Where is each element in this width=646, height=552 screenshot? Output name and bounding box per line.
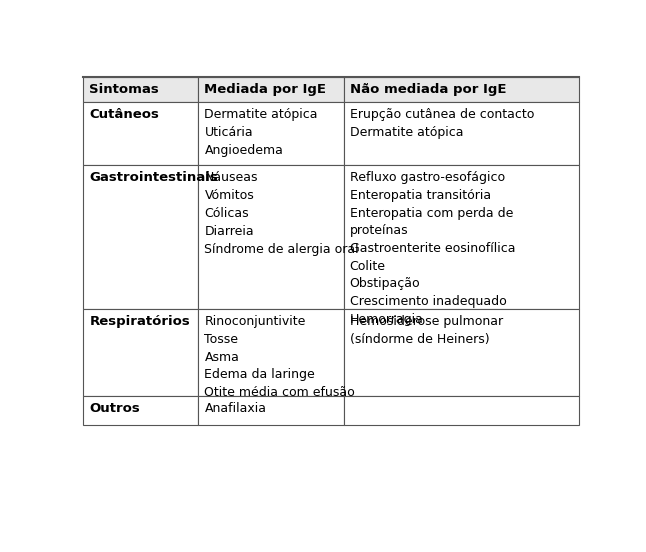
Text: Crescimento inadequado: Crescimento inadequado xyxy=(349,295,506,309)
Text: Anafilaxia: Anafilaxia xyxy=(204,402,266,415)
Text: Obstipação: Obstipação xyxy=(349,278,421,290)
Text: Cólicas: Cólicas xyxy=(204,207,249,220)
Bar xyxy=(83,102,198,165)
Bar xyxy=(83,396,198,425)
Text: Colite: Colite xyxy=(349,259,386,273)
Text: Vómitos: Vómitos xyxy=(204,189,254,202)
Text: Respiratórios: Respiratórios xyxy=(89,315,190,328)
Bar xyxy=(344,309,579,396)
Text: Refluxo gastro-esofágico: Refluxo gastro-esofágico xyxy=(349,171,505,184)
Bar xyxy=(83,165,198,309)
Text: Sintomas: Sintomas xyxy=(89,83,159,96)
Bar xyxy=(344,396,579,425)
Bar xyxy=(344,165,579,309)
Text: Hemosiderose pulmonar: Hemosiderose pulmonar xyxy=(349,315,503,328)
Text: Dermatite atópica: Dermatite atópica xyxy=(204,108,318,121)
Text: Uticária: Uticária xyxy=(204,126,253,139)
Bar xyxy=(83,77,198,102)
Text: (síndorme de Heiners): (síndorme de Heiners) xyxy=(349,333,489,346)
Text: proteínas: proteínas xyxy=(349,224,408,237)
Text: Outros: Outros xyxy=(89,402,140,415)
Bar xyxy=(198,396,344,425)
Text: Mediada por IgE: Mediada por IgE xyxy=(204,83,326,96)
Text: Não mediada por IgE: Não mediada por IgE xyxy=(349,83,506,96)
Text: Cutâneos: Cutâneos xyxy=(89,108,159,121)
Text: Dermatite atópica: Dermatite atópica xyxy=(349,126,463,139)
Text: Tosse: Tosse xyxy=(204,333,238,346)
Text: Hemorragia: Hemorragia xyxy=(349,313,424,326)
Text: Gastroenterite eosinofílica: Gastroenterite eosinofílica xyxy=(349,242,515,255)
Bar xyxy=(344,102,579,165)
Bar xyxy=(198,309,344,396)
Text: Náuseas: Náuseas xyxy=(204,171,258,184)
Bar xyxy=(198,102,344,165)
Text: Otite média com efusão: Otite média com efusão xyxy=(204,386,355,399)
Text: Edema da laringe: Edema da laringe xyxy=(204,368,315,381)
Bar xyxy=(198,77,344,102)
Bar xyxy=(344,77,579,102)
Text: Enteropatia transitória: Enteropatia transitória xyxy=(349,189,491,202)
Text: Síndrome de alergia oral: Síndrome de alergia oral xyxy=(204,243,359,256)
Text: Rinoconjuntivite: Rinoconjuntivite xyxy=(204,315,306,328)
Text: Diarreia: Diarreia xyxy=(204,225,254,238)
Bar xyxy=(83,309,198,396)
Text: Asma: Asma xyxy=(204,351,239,364)
Bar xyxy=(198,165,344,309)
Text: Gastrointestinais: Gastrointestinais xyxy=(89,171,218,184)
Text: Angioedema: Angioedema xyxy=(204,144,284,157)
Text: Erupção cutânea de contacto: Erupção cutânea de contacto xyxy=(349,108,534,121)
Text: Enteropatia com perda de: Enteropatia com perda de xyxy=(349,207,513,220)
